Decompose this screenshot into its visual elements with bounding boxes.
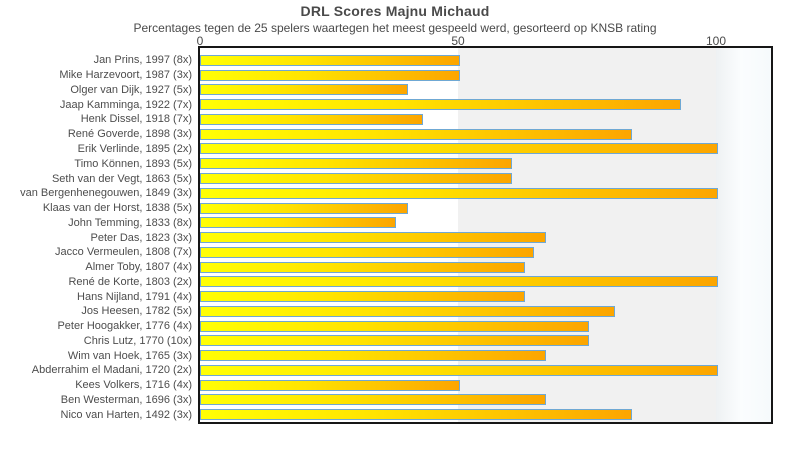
bar [200, 158, 512, 170]
chart-title: DRL Scores Majnu Michaud [300, 3, 490, 19]
bar-row [200, 304, 771, 319]
bar-row [200, 215, 771, 230]
bar-row [200, 53, 771, 68]
bar-row [200, 363, 771, 378]
y-axis-label: René Goverde, 1898 (3x) [67, 128, 192, 141]
y-axis-label: Peter Das, 1823 (3x) [90, 231, 193, 244]
bar [200, 99, 681, 111]
bar [200, 187, 718, 199]
bar [200, 246, 534, 258]
bar-row [200, 245, 771, 260]
bar-rows [200, 48, 771, 422]
bar [200, 335, 589, 347]
y-axis-label: Jan Prins, 1997 (8x) [93, 54, 192, 67]
y-axis-label: Erik Verlinde, 1895 (2x) [77, 142, 192, 155]
bar [200, 69, 460, 81]
y-axis-label: Henk Dissel, 1918 (7x) [80, 113, 192, 126]
bar [200, 291, 525, 303]
y-axis-label: Jos Heesen, 1782 (5x) [81, 305, 192, 318]
y-axis-label: Wim van Hoek, 1765 (3x) [67, 349, 192, 362]
bar [200, 305, 615, 317]
y-axis-label: Mike Harzevoort, 1987 (3x) [59, 69, 192, 82]
y-axis-label: Olger van Dijk, 1927 (5x) [70, 83, 192, 96]
bar [200, 379, 460, 391]
y-axis-label: Abderrahim el Madani, 1720 (2x) [31, 364, 192, 377]
y-axis-label: Hans Nijland, 1791 (4x) [77, 290, 192, 303]
y-axis-label: René de Korte, 1803 (2x) [68, 275, 192, 288]
y-axis-label: Peter Hoogakker, 1776 (4x) [57, 320, 192, 333]
bar [200, 409, 632, 421]
bar-row [200, 171, 771, 186]
chart-subtitle: Percentages tegen de 25 spelers waartege… [133, 21, 657, 35]
bar-row [200, 186, 771, 201]
x-axis-tick-50: 50 [451, 34, 465, 48]
bar-row [200, 201, 771, 216]
bar-row [200, 319, 771, 334]
bar [200, 143, 718, 155]
y-axis-label: van Bergenhenegouwen, 1849 (3x) [20, 187, 192, 200]
bar-row [200, 156, 771, 171]
bar [200, 320, 589, 332]
x-axis-tick-0: 0 [196, 34, 204, 48]
bar-row [200, 289, 771, 304]
y-axis-label: Almer Toby, 1807 (4x) [85, 261, 192, 274]
bar [200, 54, 460, 66]
bar-row [200, 407, 771, 422]
bar-row [200, 142, 771, 157]
bar [200, 113, 423, 125]
bar [200, 173, 512, 184]
bar [200, 217, 396, 229]
bar-row [200, 230, 771, 245]
bar-row [200, 274, 771, 289]
bar [200, 84, 408, 96]
bar-row [200, 112, 771, 127]
bar [200, 350, 546, 362]
bar [200, 261, 525, 273]
bar-row [200, 393, 771, 408]
y-axis-label: Kees Volkers, 1716 (4x) [75, 379, 192, 392]
y-axis-label: Nico van Harten, 1492 (3x) [60, 408, 192, 421]
bar [200, 276, 718, 288]
background-band-100-end [716, 48, 771, 422]
bar-row [200, 97, 771, 112]
bar [200, 202, 408, 214]
bar-row [200, 83, 771, 98]
bar [200, 232, 546, 244]
y-axis-label: Seth van der Vegt, 1863 (5x) [51, 172, 192, 185]
y-axis-label: Ben Westerman, 1696 (3x) [60, 393, 192, 406]
y-axis-label: Klaas van der Horst, 1838 (5x) [42, 202, 192, 215]
y-axis-label: Jaap Kamminga, 1922 (7x) [59, 98, 192, 111]
y-axis-label: Chris Lutz, 1770 (10x) [83, 334, 192, 347]
x-axis-tick-100: 100 [705, 34, 727, 48]
bar-row [200, 378, 771, 393]
y-axis-labels: Jan Prins, 1997 (8x) Mike Harzevoort, 198… [0, 48, 192, 422]
bar-row [200, 348, 771, 363]
bar [200, 128, 632, 140]
bar-row [200, 260, 771, 275]
y-axis-label: John Temming, 1833 (8x) [68, 216, 192, 229]
y-axis-label: Jacco Vermeulen, 1808 (7x) [55, 246, 192, 259]
bar-row [200, 68, 771, 83]
bar-row [200, 127, 771, 142]
bar [200, 394, 546, 406]
plot-area [198, 46, 773, 424]
bar-row [200, 334, 771, 349]
bar [200, 364, 718, 376]
y-axis-label: Timo Können, 1893 (5x) [74, 157, 192, 170]
